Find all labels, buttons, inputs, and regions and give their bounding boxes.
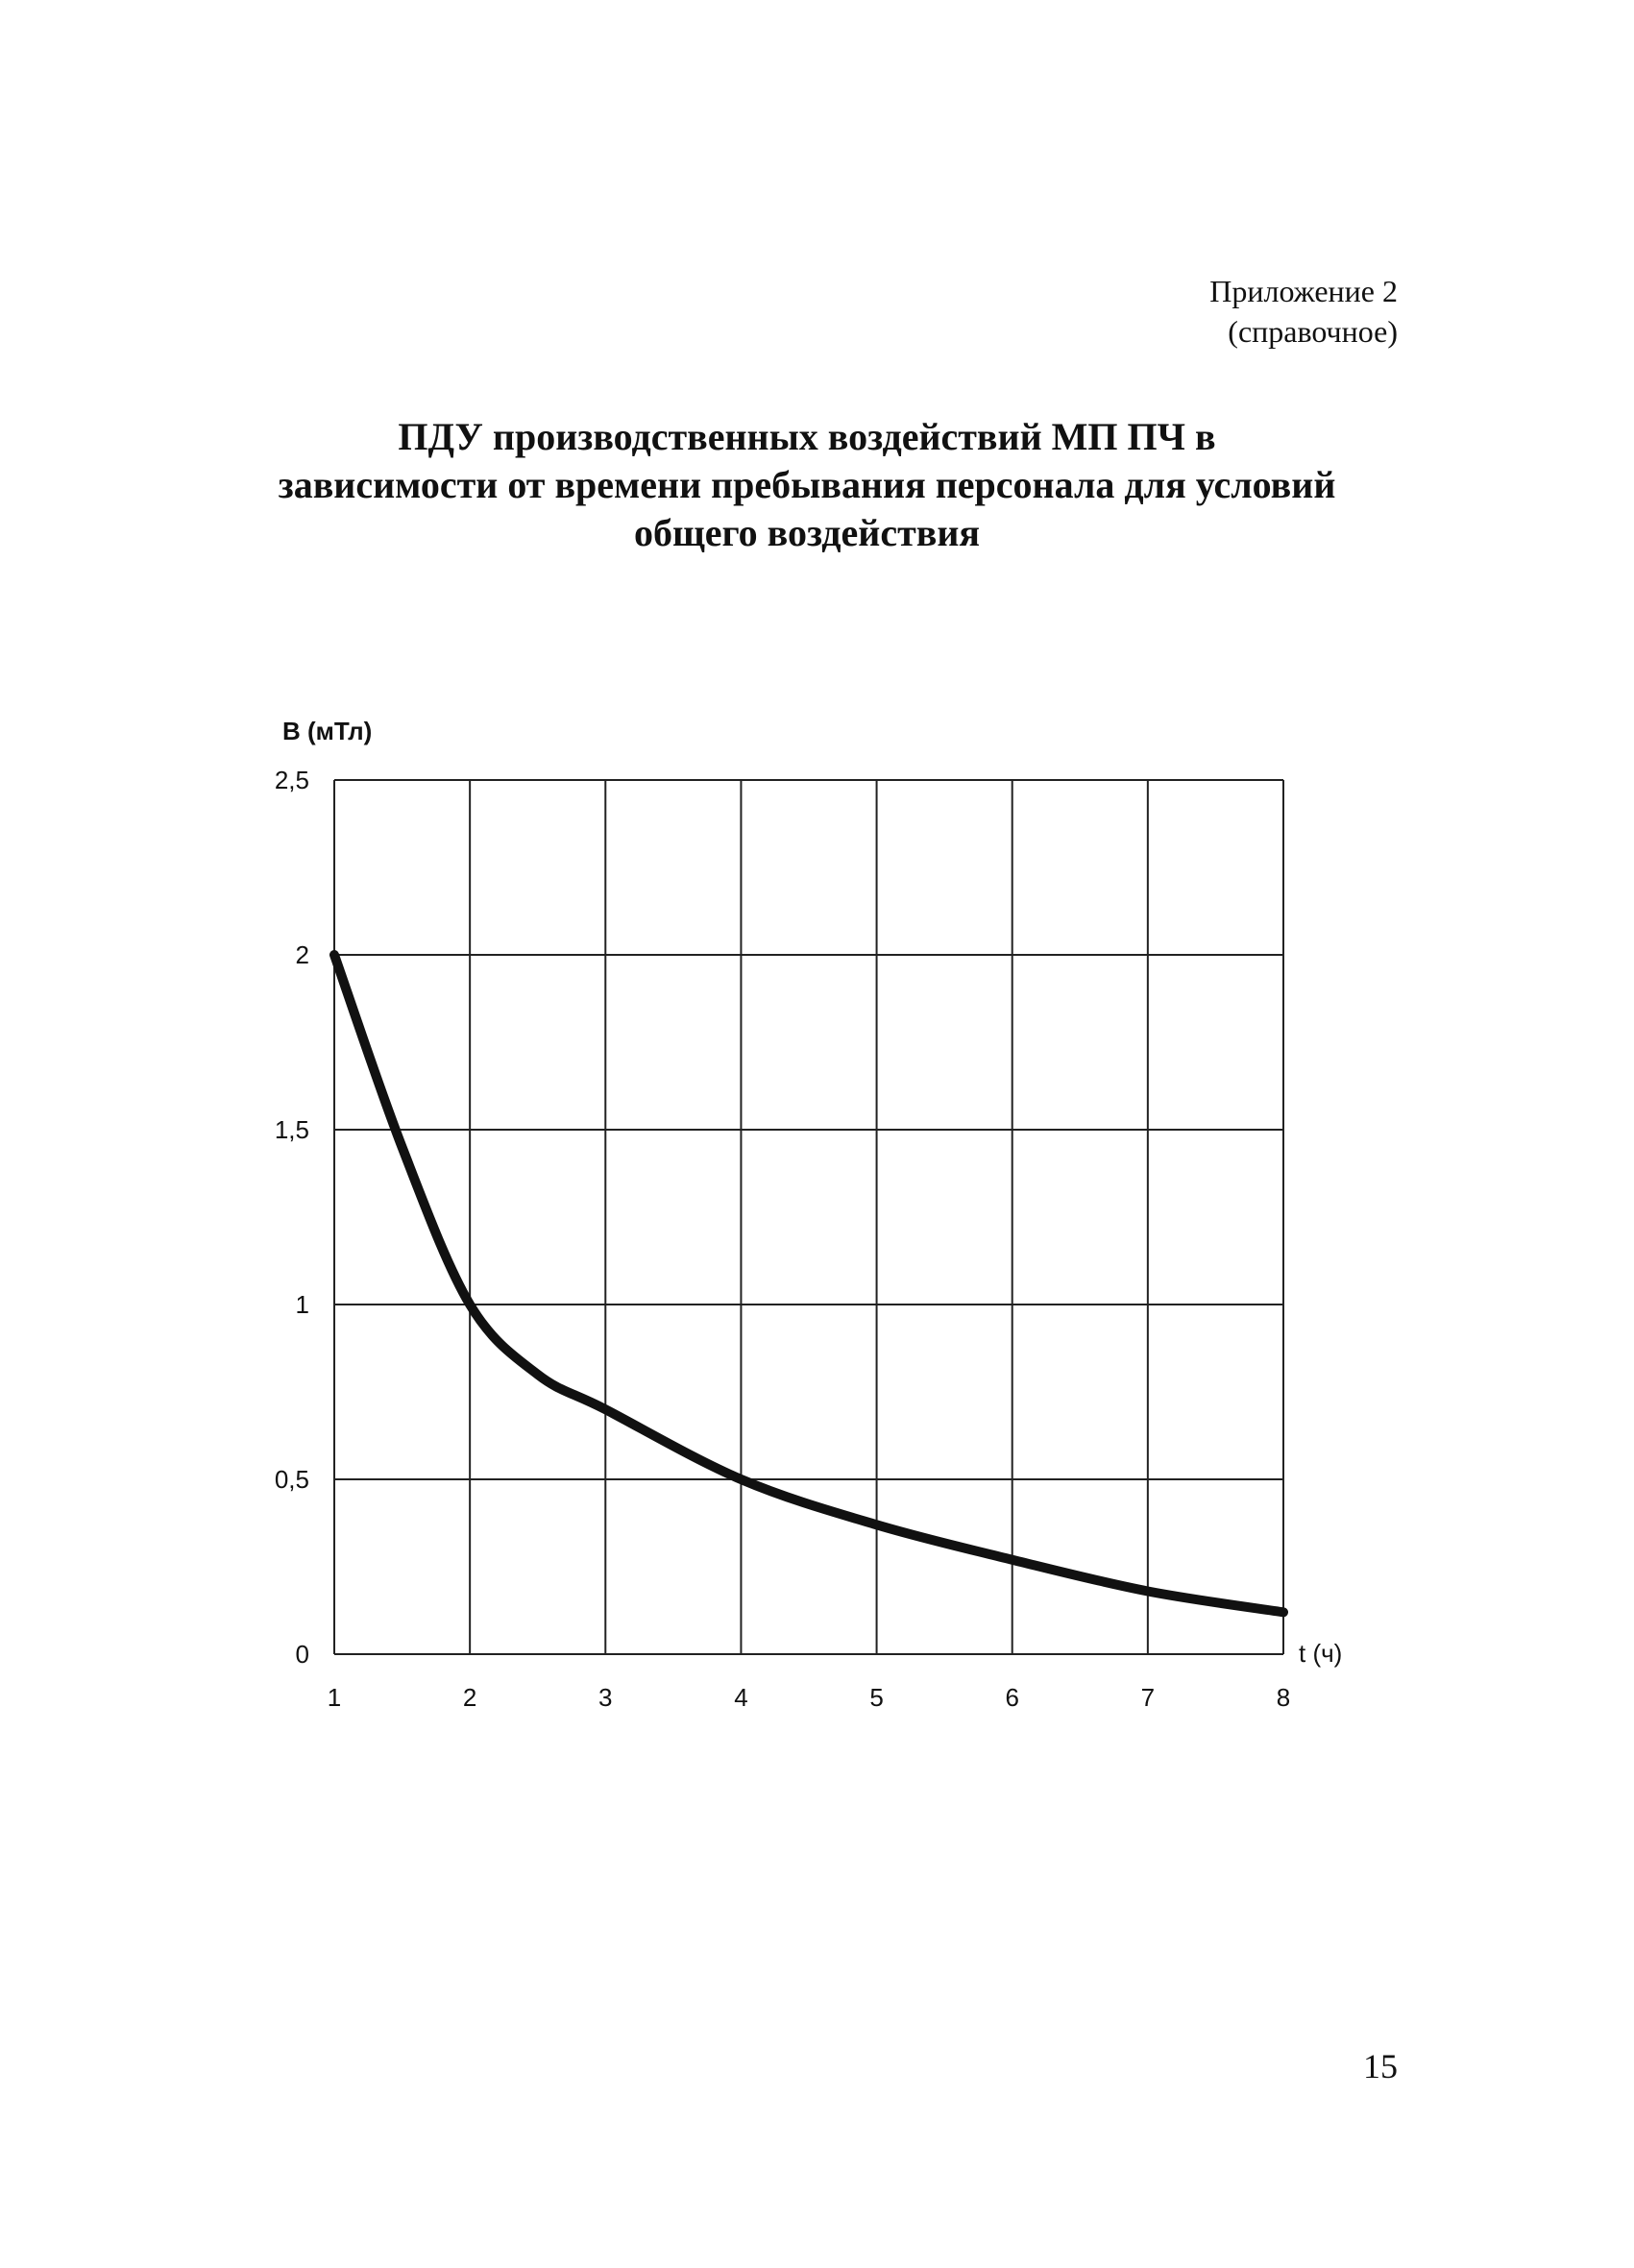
- y-tick-label: 0: [296, 1640, 309, 1669]
- chart-grid: [333, 779, 1284, 1655]
- y-axis-label: B (мТл): [282, 717, 372, 745]
- x-tick-label: 3: [598, 1683, 612, 1712]
- x-tick-label: 8: [1277, 1683, 1290, 1712]
- y-tick-label: 2,5: [275, 766, 309, 794]
- appendix-label: Приложение 2: [1209, 274, 1398, 308]
- title-line-1: ПДУ производственных воздействий МП ПЧ в: [398, 415, 1216, 458]
- y-tick-label: 2: [296, 940, 309, 969]
- page-number: 15: [1363, 2047, 1398, 2085]
- x-tick-label: 7: [1141, 1683, 1155, 1712]
- x-tick-label: 6: [1005, 1683, 1018, 1712]
- appendix-header: Приложение 2 (справочное): [1209, 271, 1398, 352]
- y-tick-label: 0,5: [275, 1465, 309, 1494]
- x-tick-label: 1: [328, 1683, 341, 1712]
- chart-ticks: 1 2 3 4 5 6 7 8 0 0,5 1 1,5 2 2,5: [275, 766, 1290, 1712]
- x-tick-label: 4: [734, 1683, 747, 1712]
- y-tick-label: 1,5: [275, 1115, 309, 1144]
- x-tick-label: 5: [869, 1683, 883, 1712]
- x-axis-label: t (ч): [1299, 1639, 1342, 1668]
- document-title: ПДУ производственных воздействий МП ПЧ в…: [211, 413, 1402, 557]
- series-line: [329, 950, 1288, 1618]
- appendix-note: (справочное): [1228, 314, 1398, 349]
- chart-series: [329, 950, 1288, 1618]
- x-tick-label: 2: [463, 1683, 476, 1712]
- title-line-2: зависимости от времени пребывания персон…: [278, 463, 1336, 506]
- title-line-3: общего воздействия: [633, 511, 981, 554]
- y-tick-label: 1: [296, 1290, 309, 1319]
